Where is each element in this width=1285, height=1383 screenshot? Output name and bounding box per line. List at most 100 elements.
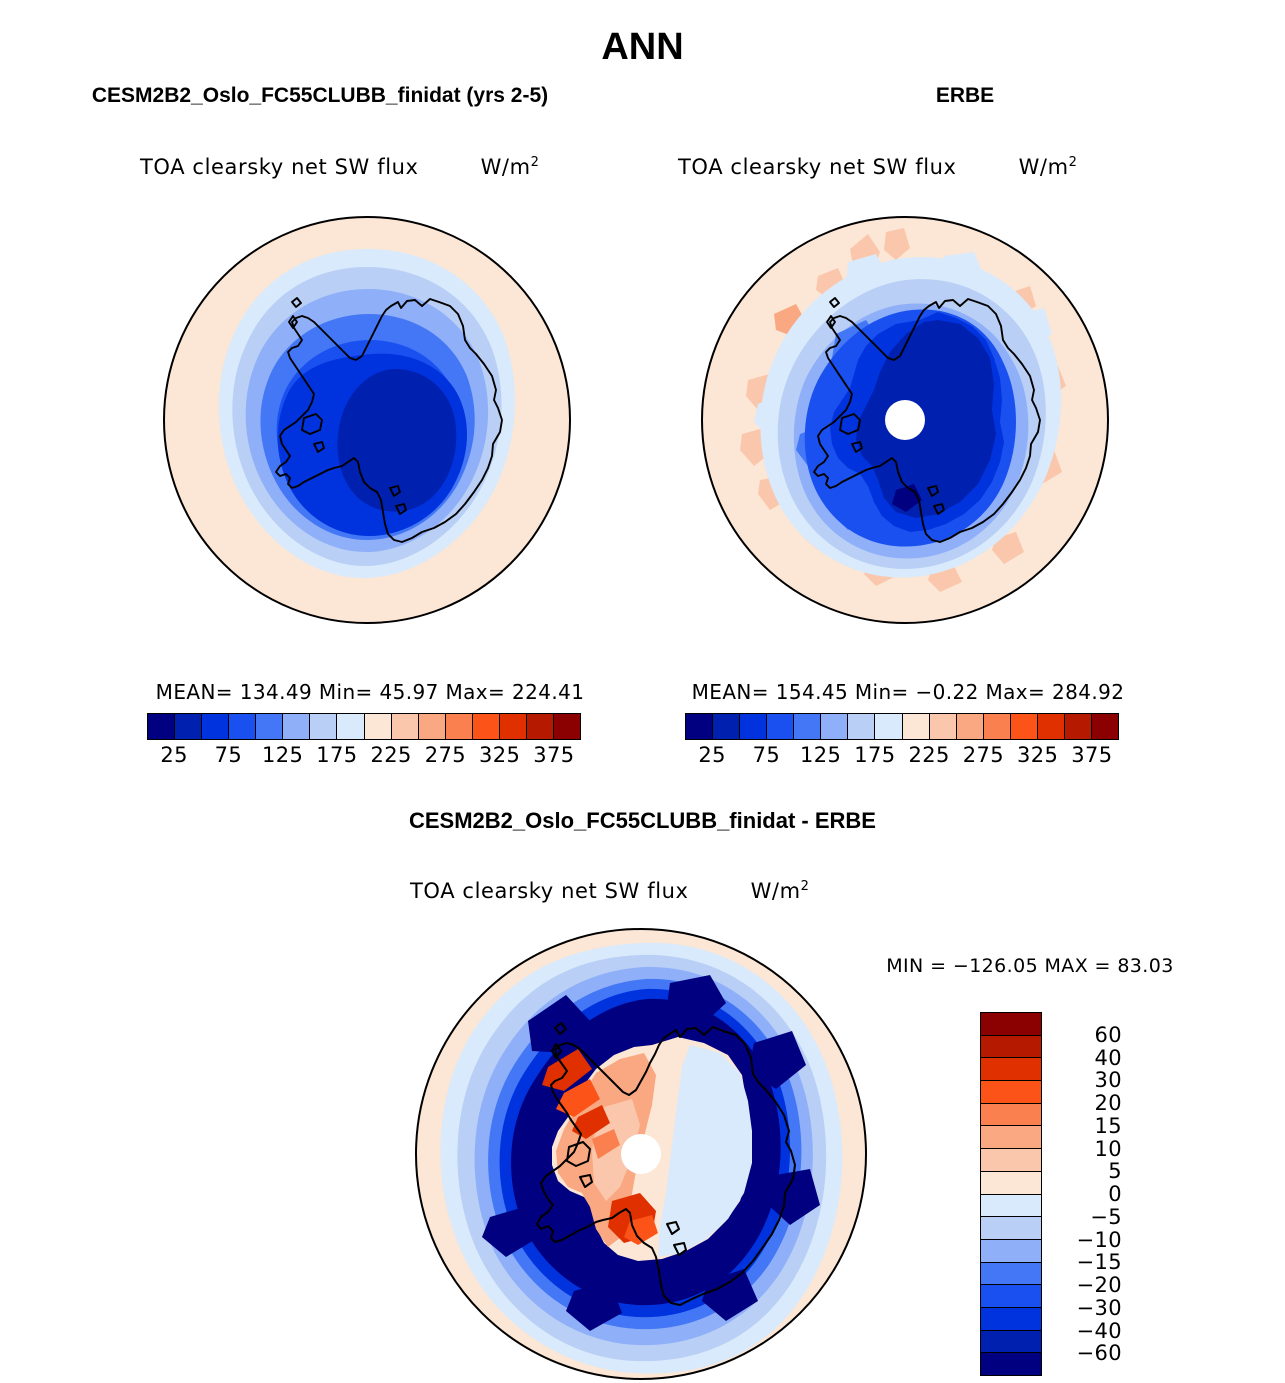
colorbar-cell [526,714,554,739]
colorbar-cell [256,714,284,739]
colorbar-cell [499,714,527,739]
colorbar-cell [148,714,176,739]
colorbar-tick-label: 275 [424,743,467,767]
colorbar-cell [981,1239,1041,1263]
pole-data-gap [885,400,925,440]
colorbar-cell [553,714,580,739]
colorbar-cell [981,1217,1041,1240]
colorbar-cell [767,714,795,739]
model-stats: MEAN= 134.49 Min= 45.97 Max= 224.41 [155,680,585,704]
map-boundary-circle [701,216,1109,624]
colorbar-tick-label: 60 [1094,1022,1122,1047]
colorbar-cell [981,1013,1041,1036]
colorbar-tick-label: 75 [214,743,243,767]
colorbar-cell [981,1330,1041,1354]
model-colorbar[interactable]: 25 75 125 175 225 275 325 375 [147,713,581,773]
colorbar-cell [981,1126,1041,1150]
colorbar-cell [364,714,392,739]
colorbar-cell [902,714,930,739]
colorbar-tick-label: 25 [698,743,726,767]
difference-field-caption: TOA clearsky net SW flux W/m2 [410,879,930,903]
colorbar-cell [713,714,741,739]
difference-colorbar[interactable] [980,1012,1042,1376]
colorbar-tick-label: −5 [1090,1204,1122,1229]
colorbar-cell [1091,714,1118,739]
model-colorbar-labels: 25 75 125 175 225 275 325 375 [147,743,581,773]
model-panel-title: CESM2B2_Oslo_FC55CLUBB_finidat (yrs 2-5) [91,84,549,107]
colorbar-cell [418,714,446,739]
colorbar-cell [1064,714,1092,739]
difference-colorbar-cells [980,1012,1042,1376]
colorbar-tick-label: −40 [1076,1318,1122,1343]
colorbar-cell [337,714,365,739]
difference-map[interactable] [408,925,874,1383]
obs-field-label: TOA clearsky net SW flux [678,155,957,179]
colorbar-cell [391,714,419,739]
colorbar-cell [929,714,957,739]
colorbar-cell [981,1035,1041,1059]
antarctica-coastline [275,297,503,543]
colorbar-cell [794,714,822,739]
model-units: W/m2 [480,155,540,179]
difference-field-label: TOA clearsky net SW flux [410,879,689,903]
colorbar-cell [310,714,338,739]
antarctica-coastline [536,1022,796,1306]
colorbar-tick-label: 175 [316,743,358,767]
colorbar-cell [1010,714,1038,739]
colorbar-tick-label: 325 [1016,743,1059,767]
model-colorbar-cells [147,713,581,740]
obs-field-caption: TOA clearsky net SW flux W/m2 [678,155,1158,179]
colorbar-tick-label: 125 [799,743,842,767]
obs-colorbar-cells [685,713,1119,740]
colorbar-tick-label: −20 [1076,1273,1122,1297]
colorbar-tick-label: 0 [1108,1182,1122,1206]
antarctica-coastline [813,297,1041,543]
colorbar-cell [981,1081,1041,1104]
colorbar-tick-label: −15 [1076,1250,1122,1275]
model-map-contours [164,217,570,623]
colorbar-cell [956,714,984,739]
colorbar-cell [981,1307,1041,1331]
colorbar-tick-label: −30 [1076,1295,1122,1320]
colorbar-cell [981,1353,1041,1375]
colorbar-cell [229,714,257,739]
colorbar-cell [875,714,903,739]
colorbar-tick-label: −10 [1076,1227,1122,1252]
colorbar-tick-label: 175 [854,743,896,767]
colorbar-cell [981,1103,1041,1127]
obs-units: W/m2 [1018,155,1078,179]
colorbar-cell [981,1194,1041,1218]
colorbar-cell [202,714,230,739]
model-field-caption: TOA clearsky net SW flux W/m2 [140,155,620,179]
difference-panel-title: CESM2B2_Oslo_FC55CLUBB_finidat - ERBE [409,808,876,833]
colorbar-tick-label: 30 [1094,1068,1122,1093]
colorbar-tick-label: −60 [1076,1341,1122,1366]
map-boundary-circle [415,928,867,1380]
difference-stats: MIN = −126.05 MAX = 83.03 [886,955,1174,977]
colorbar-tick-label: 225 [370,743,412,767]
colorbar-tick-label: 40 [1094,1045,1122,1070]
obs-panel-title: ERBE [935,84,995,107]
difference-units: W/m2 [750,879,810,903]
colorbar-tick-label: 5 [1108,1159,1122,1184]
page-title: ANN [601,26,684,68]
colorbar-cell [821,714,849,739]
map-boundary-circle [163,216,571,624]
colorbar-tick-label: 125 [261,743,304,767]
obs-colorbar-labels: 25 75 125 175 225 275 325 375 [685,743,1119,773]
model-field-label: TOA clearsky net SW flux [140,155,419,179]
colorbar-cell [981,1149,1041,1172]
obs-map[interactable] [700,194,1110,646]
colorbar-tick-label: 225 [908,743,950,767]
colorbar-cell [472,714,500,739]
obs-stats: MEAN= 154.45 Min= −0.22 Max= 284.92 [691,680,1125,704]
colorbar-tick-label: 375 [533,743,575,767]
colorbar-cell [686,714,714,739]
colorbar-tick-label: 325 [478,743,521,767]
colorbar-cell [283,714,311,739]
difference-colorbar-labels: 60 40 30 20 15 10 5 0 −5 −10 −15 −20 −30 −40 −60 [1048,1012,1140,1376]
model-map[interactable] [162,194,572,646]
colorbar-tick-label: 10 [1094,1136,1122,1161]
colorbar-cell [1037,714,1065,739]
obs-colorbar[interactable]: 25 75 125 175 225 275 325 375 [685,713,1119,773]
